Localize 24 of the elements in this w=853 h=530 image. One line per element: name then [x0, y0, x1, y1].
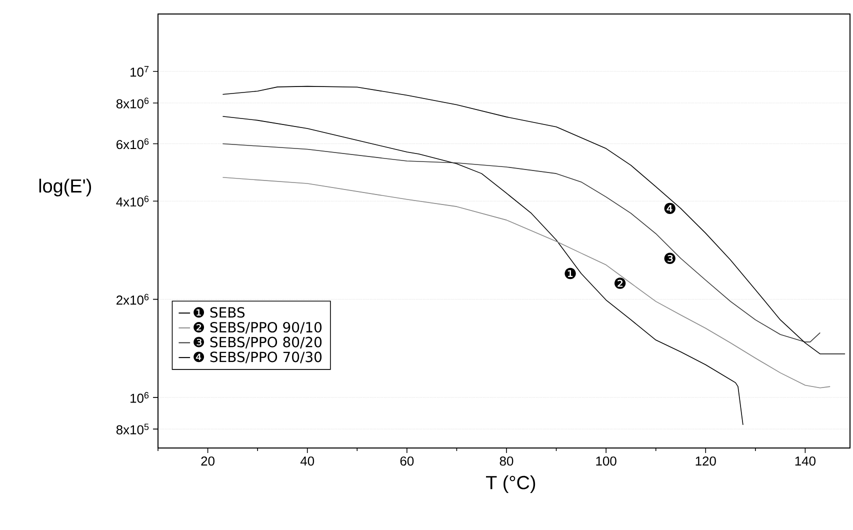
y-tick-label: 10$^{7}$ — [130, 66, 149, 77]
legend-label: ❶ SEBS — [194, 307, 245, 318]
x-tick-label: 100 — [596, 456, 616, 466]
x-tick-label: 120 — [696, 456, 716, 466]
annotation: ❸ — [664, 252, 676, 264]
legend-label: ❹ SEBS/PPO 70/30 — [194, 352, 322, 364]
x-tick-label: 80 — [500, 456, 514, 466]
annotation: ❹ — [664, 202, 676, 214]
x-tick-label: 40 — [300, 456, 314, 466]
annotation: ❶ — [564, 268, 576, 280]
y-axis-title: log(E') — [39, 178, 92, 196]
x-tick-label: 60 — [400, 456, 414, 466]
y-tick-label: 8x10$^{5}$ — [116, 424, 149, 434]
y-tick-label: 6x10$^{6}$ — [116, 138, 149, 150]
legend-label: ❸ SEBS/PPO 80/20 — [194, 336, 322, 348]
x-tick-label: 20 — [201, 456, 214, 466]
x-tick-label: 140 — [795, 456, 816, 466]
y-tick-label: 2x10$^{6}$ — [116, 294, 149, 305]
x-axis-title: T (°C) — [486, 475, 536, 494]
y-tick-label: 10$^{6}$ — [130, 392, 149, 403]
y-tick-label: 4x10$^{6}$ — [116, 196, 149, 207]
y-tick-label: 8x10$^{6}$ — [116, 98, 149, 108]
annotation: ❷ — [614, 278, 626, 289]
legend-label: ❷ SEBS/PPO 90/10 — [194, 322, 322, 334]
